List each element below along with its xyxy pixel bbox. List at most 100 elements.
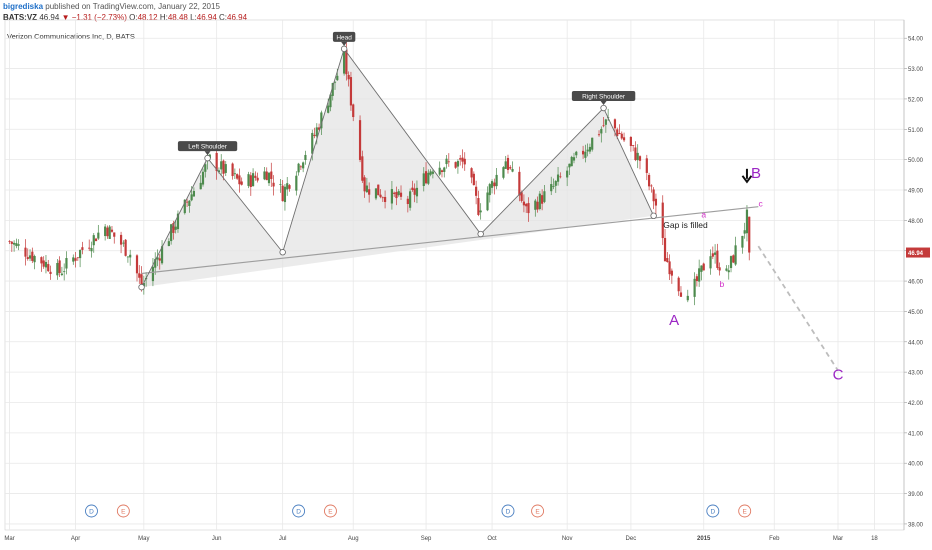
- candle-body: [256, 177, 259, 181]
- candle-body: [92, 235, 95, 246]
- callout-box: [177, 141, 238, 152]
- chart-title: Verizon Communications Inc, D, BATS: [7, 32, 135, 41]
- candle-body: [572, 157, 576, 161]
- candle-body: [502, 167, 505, 178]
- earnings-marker: E: [324, 504, 337, 518]
- pattern-point: [340, 45, 348, 53]
- candle-body: [363, 177, 366, 192]
- dividend-marker: D: [501, 504, 515, 518]
- candle-body: [72, 257, 75, 262]
- candle-body: [702, 263, 705, 271]
- candle-body: [183, 199, 186, 214]
- candle-body: [56, 262, 59, 276]
- candle-body: [504, 161, 507, 169]
- candle-body: [192, 190, 196, 197]
- candle-body: [647, 174, 651, 187]
- candle-body: [76, 257, 79, 259]
- candle-body: [734, 245, 737, 265]
- candle-body: [654, 198, 658, 206]
- candle-body: [554, 181, 557, 186]
- candle-body: [122, 242, 125, 244]
- candle-body: [477, 198, 480, 215]
- candle-body: [315, 127, 318, 137]
- candle-body: [110, 229, 114, 232]
- event-letter: E: [328, 508, 333, 515]
- candle-body: [220, 161, 223, 170]
- time-tick-label: Sep: [421, 536, 432, 542]
- candle-body: [568, 163, 571, 168]
- candle-body: [295, 175, 298, 191]
- price-tick-label: 45.00: [908, 310, 924, 316]
- candle-body: [413, 188, 416, 195]
- candle-body: [49, 271, 52, 274]
- candle-body: [238, 175, 241, 185]
- candle-body: [302, 162, 305, 169]
- candle-body: [490, 181, 494, 188]
- candle-body: [383, 196, 387, 203]
- candle-body: [520, 192, 523, 201]
- dividend-marker: D: [706, 504, 720, 518]
- callout-pointer: [600, 101, 607, 106]
- grid: 38.00 39.00 40.00 41.00 42.00 43.00 44.00 45.00…: [4, 20, 924, 542]
- candle-body: [445, 158, 448, 165]
- candle-body: [199, 182, 202, 190]
- price-tick-label: 50.00: [908, 158, 924, 164]
- callout-pointer: [204, 151, 211, 156]
- candle-body: [104, 226, 107, 237]
- candle-body: [288, 185, 291, 189]
- candle-body: [381, 197, 384, 199]
- candle-body: [745, 209, 749, 234]
- candle-body: [575, 151, 578, 156]
- event-letter: D: [89, 508, 94, 515]
- candle-body: [231, 163, 234, 177]
- earnings-marker: E: [738, 504, 752, 518]
- candle-body: [47, 264, 50, 272]
- candle-body: [188, 200, 191, 206]
- candle-body: [729, 256, 733, 269]
- candle-body: [550, 184, 553, 192]
- callout-text: Right Shoulder: [582, 94, 626, 101]
- candle-body: [236, 174, 239, 179]
- candle-body: [668, 261, 671, 275]
- price-change: ▼ −1.31 (−2.73%): [61, 13, 127, 22]
- author-link[interactable]: bigrediska: [3, 2, 44, 11]
- price-tick-label: 39.00: [908, 492, 924, 498]
- pattern-point: [477, 230, 484, 238]
- candle-body: [509, 167, 512, 169]
- candle-body: [15, 243, 18, 247]
- candle-body: [154, 259, 157, 268]
- candle-body: [584, 151, 587, 158]
- candle-body: [666, 258, 669, 263]
- candle-body: [472, 173, 475, 186]
- candle-body: [570, 156, 573, 167]
- candle-body: [456, 161, 460, 167]
- candle-body: [222, 160, 225, 174]
- event-circle: [531, 504, 545, 518]
- candle-body: [538, 193, 541, 209]
- candle-body: [616, 129, 619, 137]
- candle-body: [10, 241, 13, 244]
- price-tick-label: 51.00: [908, 128, 924, 134]
- candle-body: [374, 188, 378, 199]
- candle-body: [411, 187, 414, 191]
- candle-body: [304, 154, 307, 161]
- candle-body: [431, 171, 434, 174]
- candle-body: [397, 191, 400, 196]
- candle-body: [63, 271, 66, 273]
- publish-line: bigrediska published on TradingView.com,…: [3, 2, 220, 11]
- candle-body: [126, 256, 130, 258]
- candle-body: [170, 224, 173, 242]
- price-tick-label: 54.00: [908, 37, 924, 43]
- candle-body: [415, 187, 419, 197]
- candle-body: [88, 247, 91, 249]
- candle-body: [26, 257, 29, 259]
- time-tick-label: Mar: [833, 536, 843, 542]
- candle-body: [679, 292, 683, 297]
- event-circle: [292, 504, 306, 518]
- callout-text: Left Shoulder: [188, 144, 228, 151]
- candle-body: [424, 171, 428, 184]
- event-letter: E: [121, 508, 126, 515]
- candle-body: [267, 172, 271, 184]
- wave-label-C: C: [833, 367, 844, 384]
